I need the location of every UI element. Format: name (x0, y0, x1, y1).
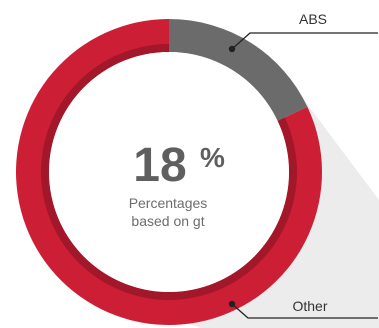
center-percentage-unit: % (200, 142, 225, 173)
callout-label-abs: ABS (299, 11, 327, 27)
callout-dot-abs (228, 45, 236, 53)
donut-center (49, 52, 289, 292)
center-caption-line-2: based on gt (131, 213, 204, 229)
center-percentage-value: 18 (133, 139, 186, 192)
callout-line-abs (231, 32, 378, 50)
center-caption-line-1: Percentages (129, 195, 208, 211)
callout-other: Other (228, 298, 378, 319)
callout-label-other: Other (292, 298, 327, 314)
donut-slice-abs (169, 19, 308, 121)
callout-line-other (231, 303, 378, 319)
donut-ring (15, 19, 322, 326)
callout-abs: ABS (228, 11, 378, 53)
callout-dot-other (228, 300, 236, 308)
